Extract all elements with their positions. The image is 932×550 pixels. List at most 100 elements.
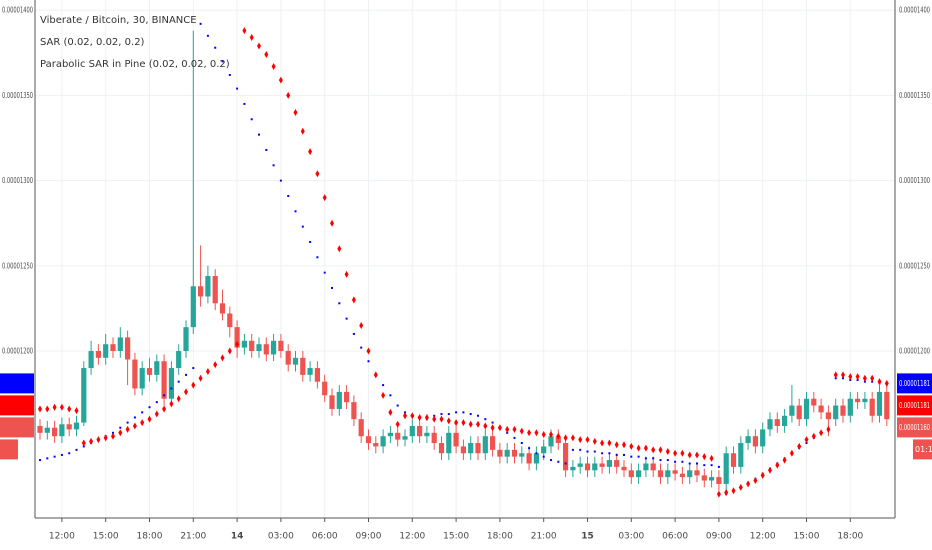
sar-dot — [623, 453, 625, 456]
sar-dot — [469, 413, 472, 416]
sar-diamond — [570, 434, 575, 442]
candle-body — [183, 327, 189, 352]
sar-dot — [717, 465, 720, 468]
price-tag-label: 0.00001181 — [899, 379, 930, 388]
candle-body — [95, 351, 101, 358]
sar-diamond — [600, 439, 605, 447]
sar-diamond — [855, 373, 860, 381]
y-tick-label: 0.00001300 — [2, 176, 33, 185]
x-tick-label: 09:00 — [706, 532, 732, 542]
sar-diamond — [446, 417, 451, 425]
sar-diamond — [388, 408, 393, 416]
x-tick-label: 12:00 — [399, 532, 425, 542]
candle-body — [803, 398, 810, 420]
sar-diamond — [848, 373, 853, 381]
sar-diamond — [271, 62, 276, 70]
sar-dot — [301, 225, 304, 228]
sar-diamond — [147, 415, 152, 423]
candle-body — [723, 453, 729, 484]
price-tag-left — [0, 395, 34, 416]
sar-dot — [119, 426, 122, 429]
sar-diamond — [490, 424, 495, 432]
sar-diamond — [227, 347, 232, 355]
sar-diamond — [417, 413, 422, 421]
candle-body — [146, 368, 153, 375]
sar-diamond — [118, 429, 123, 437]
y-tick-label-right: 0.00001250 — [899, 261, 930, 270]
sar-dot — [666, 459, 669, 462]
legend-entry: SAR (0.02, 0.02, 0.2) — [40, 37, 145, 48]
sar-diamond — [351, 296, 356, 304]
candle-body — [833, 405, 839, 420]
y-tick-label: 0.00001400 — [2, 6, 33, 15]
candle-body — [687, 470, 693, 478]
x-tick-label: 09:00 — [356, 532, 382, 542]
legend-entry: Parabolic SAR in Pine (0.02, 0.02, 0.2) — [40, 59, 230, 70]
countdown-tag-left — [0, 439, 18, 460]
x-tick-label: 18:00 — [487, 532, 513, 542]
sar-dot — [710, 464, 713, 467]
sar-dot — [520, 442, 523, 445]
sar-diamond — [249, 33, 254, 41]
candle-body — [176, 351, 182, 369]
candle-body — [322, 381, 328, 396]
price-tag-label: 0.00001160 — [899, 423, 930, 432]
sar-diamond — [293, 108, 298, 116]
candle-body — [219, 303, 226, 314]
sar-diamond — [67, 405, 72, 413]
candle-body — [709, 477, 715, 481]
sar-diamond — [782, 456, 787, 464]
sar-diamond — [191, 381, 196, 389]
candle-body — [730, 453, 737, 467]
sar-dot — [644, 457, 647, 460]
candle-body — [139, 368, 145, 389]
candle-body — [482, 436, 488, 454]
sar-diamond — [709, 454, 714, 462]
sar-dot — [53, 455, 56, 458]
candle-body — [132, 359, 138, 389]
candle-body — [66, 424, 72, 430]
sar-diamond — [841, 371, 845, 379]
sar-dot — [615, 453, 618, 456]
candle-body — [81, 368, 87, 423]
sar-diamond — [497, 424, 502, 432]
sar-dot — [696, 462, 698, 465]
candle-body — [862, 398, 868, 403]
candle-body — [249, 340, 255, 352]
sar-diamond — [826, 425, 831, 433]
sar-diamond — [556, 432, 561, 440]
candle-body — [351, 402, 357, 420]
candle-body — [380, 436, 386, 447]
sar-dot — [557, 460, 560, 463]
candle-body — [847, 398, 853, 416]
sar-dot — [608, 452, 611, 455]
y-tick-label: 0.00001250 — [2, 261, 33, 270]
sar-dot — [586, 450, 589, 453]
candle-body — [44, 427, 50, 433]
sar-diamond — [505, 425, 510, 433]
sar-dot — [46, 457, 49, 460]
candle-body — [599, 463, 605, 467]
sar-dot — [360, 346, 363, 349]
sar-dot — [674, 460, 677, 463]
sar-dot — [491, 421, 494, 424]
candle-body — [519, 453, 525, 457]
countdown-tag — [913, 439, 932, 460]
sar-diamond — [184, 388, 188, 396]
sar-dot — [389, 394, 392, 397]
candle-body — [672, 470, 678, 474]
candle-body — [285, 351, 291, 365]
sar-diamond — [154, 410, 159, 418]
sar-dot — [630, 455, 633, 458]
sar-dot — [236, 87, 239, 90]
x-tick-label: 21:00 — [180, 532, 206, 542]
candle-body — [227, 313, 233, 328]
sar-diamond — [695, 451, 699, 459]
sar-dot — [535, 452, 538, 455]
sar-diamond — [673, 449, 678, 457]
sar-dot — [477, 414, 479, 417]
candle-body — [701, 475, 707, 481]
sar-diamond — [884, 379, 889, 387]
sar-diamond — [315, 170, 320, 178]
sar-diamond — [103, 434, 108, 442]
